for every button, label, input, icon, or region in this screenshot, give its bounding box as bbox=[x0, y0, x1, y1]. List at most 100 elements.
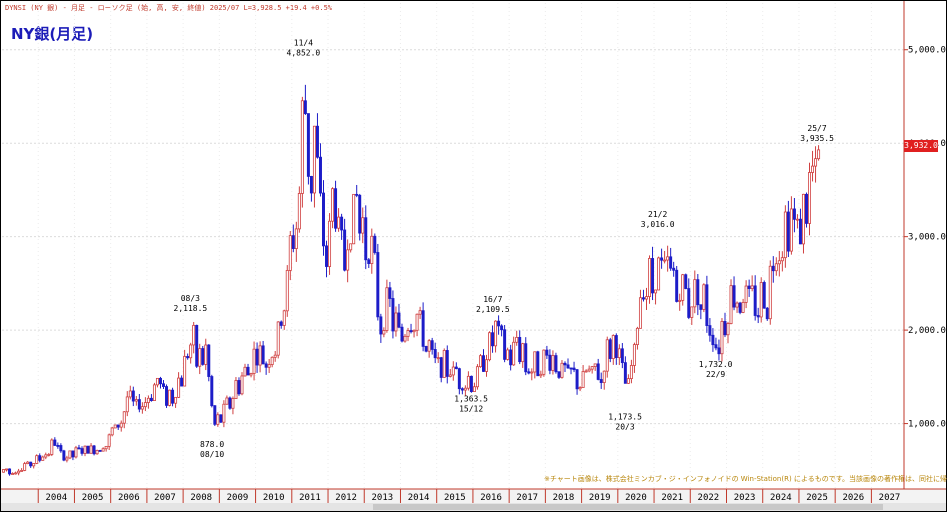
candle-body bbox=[131, 390, 135, 402]
candle-body bbox=[77, 447, 81, 450]
candle-body bbox=[134, 399, 138, 402]
candle-body bbox=[210, 376, 214, 407]
y-tick-label: 3,000.0 bbox=[908, 233, 946, 243]
candle-body bbox=[424, 345, 428, 352]
candle-body bbox=[472, 386, 476, 392]
candle-body bbox=[596, 363, 600, 380]
candle-body bbox=[536, 351, 540, 377]
candle-body bbox=[442, 350, 446, 378]
candle-body bbox=[678, 299, 682, 302]
candle-body bbox=[252, 348, 256, 374]
x-tick-label: 2027 bbox=[879, 493, 901, 503]
candle-body bbox=[738, 302, 742, 313]
x-tick-label: 2017 bbox=[516, 493, 538, 503]
candle-body bbox=[400, 326, 404, 342]
candle-body bbox=[312, 125, 316, 194]
candle-body bbox=[56, 445, 60, 447]
chart-title: NY銀(月足) bbox=[11, 25, 94, 43]
candle-body bbox=[569, 367, 573, 370]
candle-body bbox=[125, 396, 129, 413]
candle-body bbox=[584, 370, 588, 373]
candle-body bbox=[201, 348, 205, 365]
candle-body bbox=[789, 208, 793, 252]
x-tick-label: 2022 bbox=[698, 493, 720, 503]
y-tick-label: 1,000.0 bbox=[908, 420, 946, 430]
annotation-label: 2,109.5 bbox=[476, 305, 510, 314]
candle-body bbox=[645, 296, 648, 300]
candle-body bbox=[503, 329, 507, 360]
candle-body bbox=[349, 243, 353, 251]
candle-body bbox=[50, 439, 54, 455]
candle-body bbox=[71, 450, 75, 458]
candle-body bbox=[533, 351, 537, 373]
candle-body bbox=[681, 274, 685, 301]
candle-body bbox=[611, 335, 615, 359]
candle-body bbox=[491, 332, 495, 347]
candle-body bbox=[466, 375, 470, 389]
candle-body bbox=[195, 324, 199, 367]
candle-body bbox=[47, 454, 51, 456]
candle-body bbox=[355, 193, 359, 196]
candle-body bbox=[325, 245, 329, 267]
candle-body bbox=[530, 371, 534, 374]
candle-body bbox=[267, 364, 271, 368]
candle-body bbox=[86, 445, 90, 454]
annotation-label: 3,935.5 bbox=[800, 134, 834, 143]
candle-body bbox=[460, 388, 464, 391]
candle-body bbox=[626, 378, 630, 384]
candle-body bbox=[590, 366, 594, 370]
candle-body bbox=[572, 367, 576, 371]
candle-body bbox=[690, 306, 694, 318]
candle-body bbox=[566, 364, 570, 369]
candle-body bbox=[258, 345, 262, 366]
candle-body bbox=[183, 356, 187, 387]
y-tick-label: 5,000.0 bbox=[908, 46, 946, 56]
candle-body bbox=[478, 355, 482, 368]
candle-body bbox=[578, 387, 582, 390]
x-tick-label: 2013 bbox=[372, 493, 394, 503]
candle-body bbox=[638, 297, 642, 329]
x-tick-label: 2007 bbox=[154, 493, 176, 503]
candle-body bbox=[285, 270, 289, 312]
candle-body bbox=[545, 349, 549, 356]
y-tick-label: 2,000.0 bbox=[908, 326, 946, 336]
candle-body bbox=[391, 298, 395, 332]
candle-body bbox=[795, 218, 799, 221]
candle-body bbox=[328, 220, 332, 267]
candle-body bbox=[80, 448, 84, 454]
candle-body bbox=[817, 149, 821, 160]
candle-body bbox=[149, 397, 153, 401]
candle-body bbox=[53, 439, 57, 446]
candle-body bbox=[165, 386, 169, 406]
candle-body bbox=[331, 188, 335, 222]
candle-body bbox=[485, 359, 488, 372]
candle-body bbox=[430, 340, 434, 350]
candle-body bbox=[608, 339, 612, 359]
candle-body bbox=[255, 348, 259, 366]
candle-body bbox=[231, 398, 235, 409]
annotation-label: 878.0 bbox=[200, 440, 224, 449]
candle-body bbox=[717, 347, 721, 355]
candle-body bbox=[512, 341, 516, 366]
candle-body bbox=[780, 257, 784, 262]
candle-body bbox=[497, 320, 501, 327]
candle-body bbox=[684, 274, 688, 289]
candle-body bbox=[119, 422, 123, 428]
candle-body bbox=[521, 343, 525, 363]
candle-body bbox=[418, 310, 422, 315]
candle-body bbox=[693, 279, 697, 308]
candle-body bbox=[792, 208, 796, 220]
candle-body bbox=[524, 343, 528, 373]
candle-body bbox=[294, 228, 298, 249]
x-tick-label: 2008 bbox=[190, 493, 212, 503]
candle-body bbox=[457, 368, 461, 390]
chart-header: DYNSI (NY 銀) - 月足 - ローソク足 (始, 高, 安, 終値) … bbox=[5, 4, 333, 12]
candle-body bbox=[297, 193, 301, 230]
candle-body bbox=[180, 377, 184, 387]
candle-body bbox=[177, 377, 181, 398]
annotation-label: 4,852.0 bbox=[287, 49, 321, 58]
candle-body bbox=[213, 405, 217, 425]
candle-body bbox=[273, 354, 277, 358]
candle-body bbox=[32, 463, 36, 467]
